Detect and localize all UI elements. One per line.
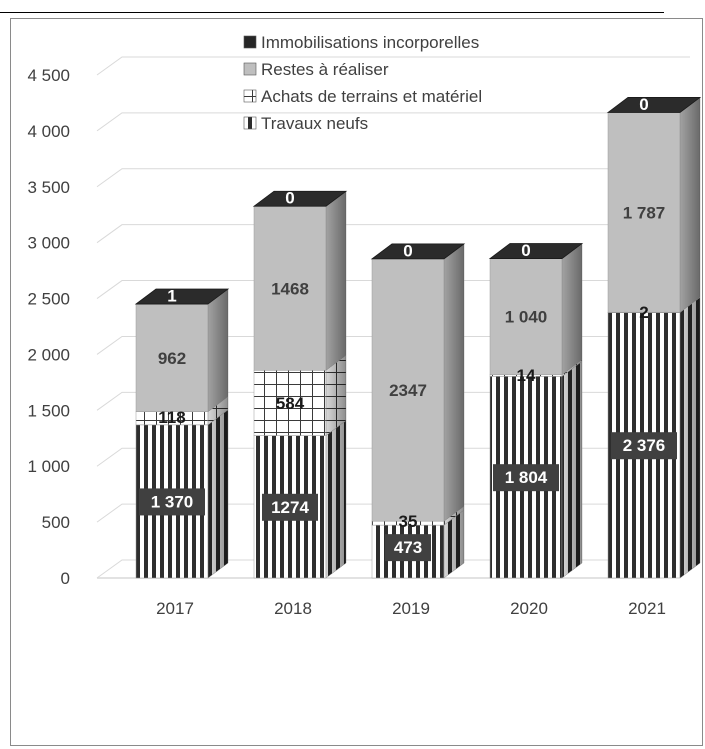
legend-swatch (243, 62, 257, 76)
legend-swatch (243, 89, 257, 103)
y-tick-label: 4 000 (27, 122, 70, 141)
data-label: 0 (639, 95, 648, 114)
data-label: 14 (517, 366, 536, 385)
data-label: 118 (158, 408, 185, 427)
y-tick-label: 0 (61, 569, 70, 588)
legend-swatch (243, 35, 257, 49)
data-label: 1 787 (623, 203, 666, 222)
bar-top-cap (252, 190, 348, 207)
data-label: 1 804 (505, 468, 548, 487)
bar-side-shade (680, 297, 700, 578)
header-rule (0, 12, 664, 13)
data-label-box (262, 493, 318, 521)
x-tick-label: 2017 (156, 599, 194, 618)
data-label: 1274 (271, 498, 309, 517)
data-label: 584 (276, 394, 305, 413)
legend-swatch (243, 116, 257, 130)
bar-side-shade (208, 289, 228, 412)
bar-side-shade (326, 420, 346, 578)
y-tick-label: 4 500 (27, 66, 70, 85)
data-label: 1 040 (505, 308, 548, 327)
y-tick-label: 1 000 (27, 457, 70, 476)
gridline (96, 112, 690, 132)
bar-top-cap (606, 97, 702, 113)
bar-top-cap (370, 243, 466, 260)
gridline (96, 168, 690, 188)
bar-side-shade (208, 409, 228, 578)
x-tick-label: 2019 (392, 599, 430, 618)
legend-label: Travaux neufs (261, 114, 368, 133)
y-tick-label: 3 500 (27, 178, 70, 197)
data-label: 0 (521, 241, 530, 260)
gridline (96, 56, 690, 76)
data-label: 1 (167, 287, 176, 306)
bar-segment (371, 258, 445, 522)
bar-side-shade (208, 396, 228, 425)
bar-segment (135, 303, 209, 412)
bar-segment (607, 112, 681, 313)
bar-side-shade (562, 243, 582, 375)
data-label-box (493, 464, 559, 492)
bar-top-cap (134, 288, 230, 305)
bar-top-cap (488, 243, 584, 259)
data-label: 2347 (389, 381, 427, 400)
data-label-box (385, 534, 431, 562)
chart-frame (10, 18, 703, 746)
y-tick-label: 2 000 (27, 345, 70, 364)
data-label: 962 (158, 349, 186, 368)
bar-side-shade (444, 243, 464, 522)
bar-side-shade (562, 361, 582, 578)
y-tick-label: 500 (42, 513, 70, 532)
data-label-box (139, 488, 205, 516)
bar-side-shade (680, 97, 700, 313)
data-label: 35 (399, 512, 418, 531)
bar-side-shade (562, 359, 582, 377)
y-tick-label: 1 500 (27, 401, 70, 420)
x-tick-label: 2018 (274, 599, 312, 618)
data-label-box (611, 432, 677, 460)
legend-label: Restes à réaliser (261, 60, 389, 79)
bar-side-shade (326, 355, 346, 436)
x-tick-label: 2021 (628, 599, 666, 618)
bar-side-shade (444, 506, 464, 526)
data-label: 0 (285, 189, 294, 208)
legend-label: Achats de terrains et matériel (261, 87, 482, 106)
data-label: 1 370 (151, 492, 194, 511)
gridline (96, 224, 690, 244)
data-label: 1468 (271, 279, 309, 298)
y-tick-label: 2 500 (27, 290, 70, 309)
data-label: 2 (639, 303, 648, 322)
data-label: 2 376 (623, 436, 666, 455)
legend-label: Immobilisations incorporelles (261, 33, 479, 52)
y-tick-label: 3 000 (27, 234, 70, 253)
x-tick-label: 2020 (510, 599, 548, 618)
data-label: 0 (403, 241, 412, 260)
data-label: 473 (394, 538, 422, 557)
bar-segment (489, 258, 563, 376)
bar-side-shade (326, 191, 346, 371)
bar-side-shade (444, 510, 464, 578)
bar-segment (253, 205, 327, 371)
